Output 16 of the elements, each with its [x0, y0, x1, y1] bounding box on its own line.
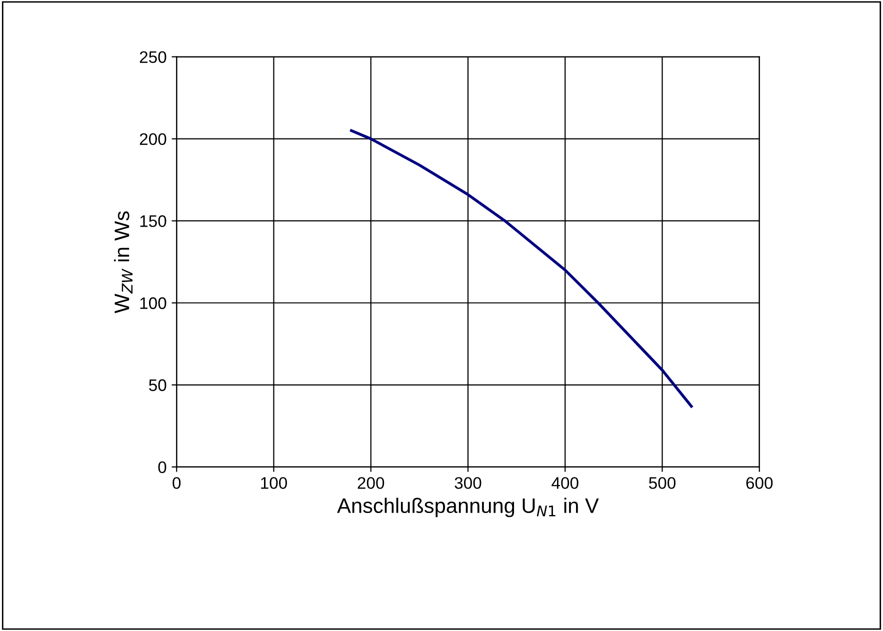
x-tick-label: 0	[172, 477, 181, 489]
y-tick-label: 150	[140, 215, 166, 228]
line-series	[350, 129, 693, 408]
y-tick-label: 0	[158, 461, 166, 474]
x-tick-label: 300	[454, 477, 482, 489]
x-axis-title: Anschlußspannung U$_{N1}$ in V	[337, 498, 599, 518]
y-tick-label: 50	[149, 379, 166, 392]
y-axis-title: W$_{ZW}$ in Ws	[114, 211, 132, 314]
x-tick-label: 200	[358, 477, 384, 489]
y-tick-label: 200	[140, 133, 166, 146]
x-tick-label: 500	[649, 477, 676, 489]
x-tick-label: 600	[746, 477, 773, 489]
y-tick-label: 250	[140, 51, 166, 63]
y-tick-label: 100	[140, 297, 166, 310]
x-tick-label: 100	[261, 477, 287, 489]
x-tick-label: 400	[552, 477, 578, 489]
